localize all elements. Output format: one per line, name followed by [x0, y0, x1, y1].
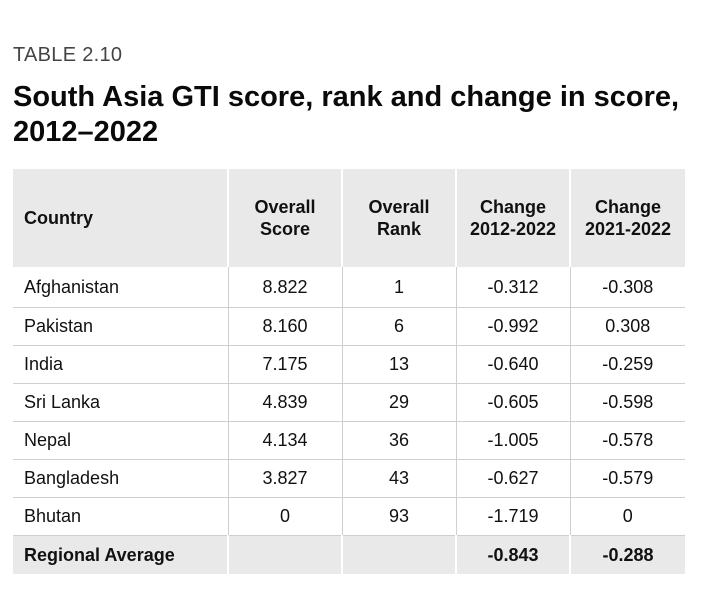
column-header-line: Change [479, 197, 546, 217]
table-row: Bhutan 0 93 -1.719 0 [13, 497, 685, 536]
change-2021-2022-cell: -0.259 [570, 345, 685, 384]
score-cell: 7.175 [228, 345, 343, 384]
column-header-line: Rank [376, 219, 421, 239]
rank-cell: 6 [342, 307, 457, 346]
table-number-label: TABLE 2.10 [13, 44, 123, 66]
regional-average-row: Regional Average -0.843 -0.288 [13, 535, 685, 574]
column-header-overall-score: Overall Score [228, 169, 343, 267]
change-2012-2022-cell: -0.627 [456, 459, 571, 498]
rank-cell: 43 [342, 459, 457, 498]
column-header-line: Overall [254, 197, 316, 217]
table-row: Sri Lanka 4.839 29 -0.605 -0.598 [13, 383, 685, 422]
header-row: Country Overall Score Overall Rank Chang… [13, 169, 685, 267]
score-cell: 3.827 [228, 459, 343, 498]
column-header-line: 2012-2022 [469, 219, 557, 239]
rank-cell: 29 [342, 383, 457, 422]
regional-average-change-2021-2022: -0.288 [570, 535, 685, 574]
change-2012-2022-cell: -1.005 [456, 421, 571, 460]
score-cell: 8.160 [228, 307, 343, 346]
score-cell: 4.839 [228, 383, 343, 422]
change-2012-2022-cell: -0.640 [456, 345, 571, 384]
score-cell: 0 [228, 497, 343, 536]
score-cell: 8.822 [228, 267, 343, 308]
score-cell: 4.134 [228, 421, 343, 460]
column-header-line: 2021-2022 [584, 219, 672, 239]
country-cell: India [13, 345, 229, 384]
change-2012-2022-cell: -0.605 [456, 383, 571, 422]
change-2021-2022-cell: -0.598 [570, 383, 685, 422]
column-header-country: Country [13, 169, 229, 267]
rank-cell: 13 [342, 345, 457, 384]
rank-cell: 36 [342, 421, 457, 460]
column-header-line: Score [259, 219, 311, 239]
gti-table: Country Overall Score Overall Rank Chang… [13, 169, 685, 574]
table-row: Afghanistan 8.822 1 -0.312 -0.308 [13, 267, 685, 308]
rank-cell: 1 [342, 267, 457, 308]
change-2021-2022-cell: 0 [570, 497, 685, 536]
country-cell: Bhutan [13, 497, 229, 536]
change-2021-2022-cell: -0.578 [570, 421, 685, 460]
table-header: Country Overall Score Overall Rank Chang… [13, 169, 685, 267]
table-row: Pakistan 8.160 6 -0.992 0.308 [13, 307, 685, 346]
rank-cell: 93 [342, 497, 457, 536]
column-header-overall-rank: Overall Rank [342, 169, 457, 267]
change-2021-2022-cell: -0.308 [570, 267, 685, 308]
country-cell: Afghanistan [13, 267, 229, 308]
column-header-change-2021-2022: Change 2021-2022 [570, 169, 685, 267]
table-title: South Asia GTI score, rank and change in… [13, 81, 680, 148]
change-2021-2022-cell: 0.308 [570, 307, 685, 346]
table-body: Afghanistan 8.822 1 -0.312 -0.308 Pakist… [13, 267, 685, 574]
change-2012-2022-cell: -0.312 [456, 267, 571, 308]
change-2012-2022-cell: -0.992 [456, 307, 571, 346]
country-cell: Bangladesh [13, 459, 229, 498]
column-header-line: Overall [368, 197, 430, 217]
regional-average-rank-cell [342, 535, 457, 574]
change-2012-2022-cell: -1.719 [456, 497, 571, 536]
country-cell: Pakistan [13, 307, 229, 346]
table-row: Nepal 4.134 36 -1.005 -0.578 [13, 421, 685, 460]
column-header-line: Change [594, 197, 661, 217]
column-header-change-2012-2022: Change 2012-2022 [456, 169, 571, 267]
table-row: India 7.175 13 -0.640 -0.259 [13, 345, 685, 384]
regional-average-change-2012-2022: -0.843 [456, 535, 571, 574]
table-row: Bangladesh 3.827 43 -0.627 -0.579 [13, 459, 685, 498]
country-cell: Nepal [13, 421, 229, 460]
regional-average-score-cell [228, 535, 343, 574]
change-2021-2022-cell: -0.579 [570, 459, 685, 498]
country-cell: Sri Lanka [13, 383, 229, 422]
regional-average-label: Regional Average [13, 535, 229, 574]
